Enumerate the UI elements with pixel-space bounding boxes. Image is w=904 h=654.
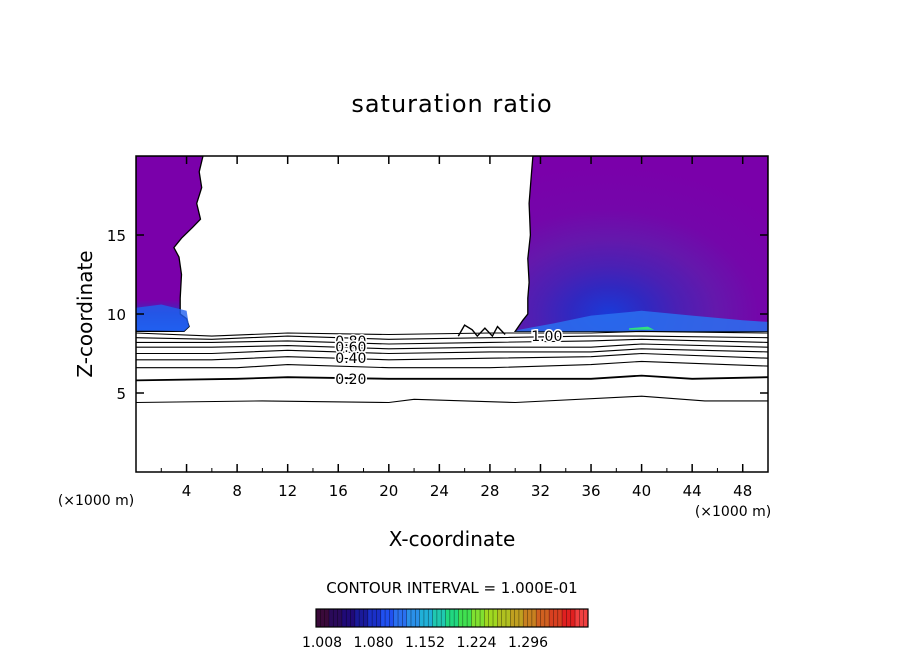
x-tick-label: 32 [531,482,550,500]
colorbar-cell [497,609,511,627]
colorbar-cell [328,609,343,627]
contour-line-0.8 [136,335,768,340]
x-tick-label: 48 [733,482,752,500]
x-tick-label: 36 [581,482,600,500]
colorbar-cell [458,609,472,627]
x-tick-label: 40 [632,482,651,500]
contour-line-0.1 [136,395,768,404]
region-right [513,156,768,333]
cloud-base-green [629,326,655,330]
plot-area [136,156,768,404]
y-axis-ticks: 5 10 15 [107,227,768,403]
colorbar-tick-label: 1.008 [302,635,342,651]
colorbar-tick-label: 1.224 [456,635,496,651]
cloud-base-band [515,310,768,332]
y-tick-label: 15 [107,227,126,245]
contour-interval-text: CONTOUR INTERVAL = 1.000E-01 [326,579,577,597]
colorbar-cell [341,609,356,627]
colorbar-cell [471,609,485,627]
colorbar-cell [419,609,434,627]
contour-label: 1.00 [531,329,562,345]
colorbar-cell [562,609,576,627]
x-unit-right: (×1000 m) [695,504,771,520]
contour-line-0.6 [136,343,768,350]
contour-wave [457,324,506,338]
y-axis-label: Z-coordinate [73,250,97,377]
colorbar-cell [484,609,498,627]
colorbar-tick-label: 1.080 [353,635,393,651]
colorbar-tick-label: 1.296 [508,635,548,651]
colorbar-cell [393,609,408,627]
x-tick-label: 8 [232,482,242,500]
region-left [136,156,204,333]
contour-labels: 0.800.600.40 0.20 1.00 [334,328,564,390]
colorbar-cell [510,609,524,627]
x-tick-label: 12 [278,482,297,500]
x-axis-label: X-coordinate [389,527,516,551]
colorbar-cell [432,609,447,627]
x-unit-left: (×1000 m) [58,493,134,509]
colorbar-cell [367,609,382,627]
contour-line-0.9 [136,330,768,337]
contour-line-0.7 [136,338,768,345]
colorbar-cell [536,609,550,627]
contour-label: 0.40 [335,351,366,367]
x-tick-label: 24 [430,482,449,500]
colorbar-tick-label: 1.152 [405,635,445,651]
x-tick-label: 20 [379,482,398,500]
colorbar-cell [406,609,421,627]
x-tick-label: 44 [683,482,702,500]
contour-line-0.3 [136,360,768,369]
colorbar-cell [523,609,537,627]
colorbar-cell [316,609,330,627]
colorbar-cell [380,609,395,627]
colorbar-cell [445,609,459,627]
x-axis-ticks: 4 8 12 16 20 24 28 32 36 40 44 48 [160,156,752,500]
colorbar [315,608,589,628]
chart-title: saturation ratio [351,90,552,118]
colorbar-frame [315,608,589,628]
contour-label: 0.60 [335,340,366,356]
y-tick-label: 10 [107,306,126,324]
contour-line-0.5 [136,348,768,355]
contour-line-0.2 [136,374,768,382]
contour-label: 0.80 [335,334,366,350]
colorbar-cell [575,609,589,627]
contour-line-0.4 [136,352,768,361]
contour-label: 0.20 [335,372,366,388]
colorbar-cell [354,609,369,627]
left-base-band [136,304,190,332]
x-tick-label: 16 [329,482,348,500]
y-tick-label: 5 [116,385,126,403]
x-tick-label: 28 [480,482,499,500]
colorbar-labels: 1.008 1.080 1.152 1.224 1.296 [302,635,548,651]
colorbar-cell [549,609,563,627]
x-tick-label: 4 [182,482,192,500]
